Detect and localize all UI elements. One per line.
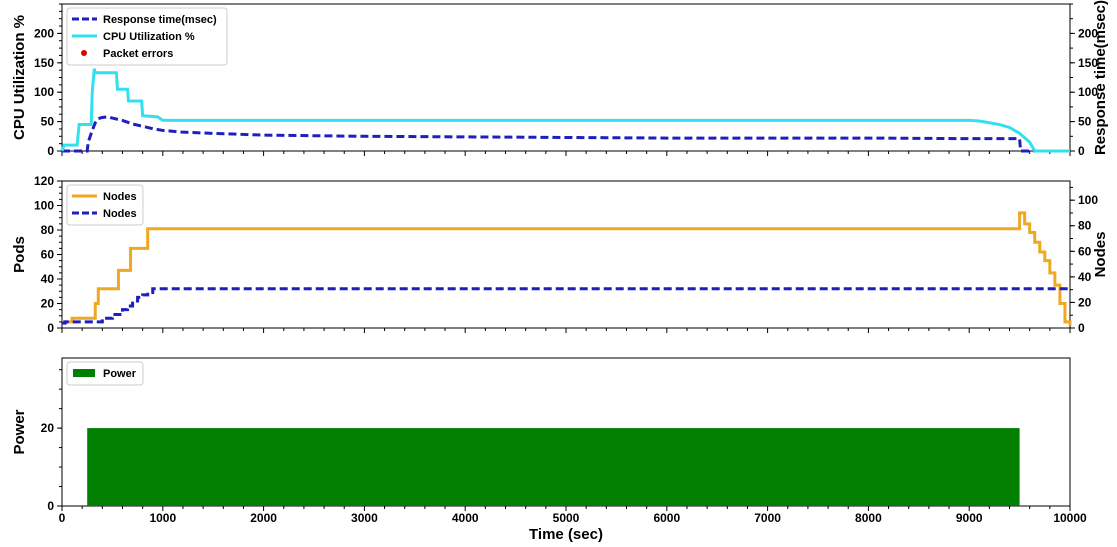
legend-label: CPU Utilization % — [103, 31, 195, 43]
x-axis-label: Time (sec) — [529, 526, 603, 543]
y-tick-label: 20 — [41, 297, 55, 311]
y-axis-label: Pods — [11, 236, 28, 273]
y-tick-label: 120 — [34, 174, 54, 188]
x-tick-label: 10000 — [1053, 511, 1087, 525]
x-tick-label: 1000 — [149, 511, 176, 525]
y-right-tick-label: 40 — [1078, 270, 1092, 284]
x-tick-label: 6000 — [653, 511, 680, 525]
plot-frame — [61, 180, 1071, 329]
x-tick-label: 9000 — [956, 511, 983, 525]
x-tick-label: 5000 — [553, 511, 580, 525]
y-right-tick-label: 100 — [1078, 85, 1098, 99]
y-right-tick-label: 80 — [1078, 219, 1092, 233]
y-right-tick-label: 100 — [1078, 193, 1098, 207]
y-right-tick-label: 20 — [1078, 295, 1092, 309]
x-tick-label: 8000 — [855, 511, 882, 525]
legend-box — [66, 361, 144, 386]
y-tick-label: 100 — [34, 199, 54, 213]
y-tick-label: 200 — [34, 26, 54, 40]
y-tick-label: 80 — [41, 223, 55, 237]
y-tick-label: 0 — [47, 321, 54, 335]
legend: Response time(msec) CPU Utilization % Pack… — [66, 7, 228, 66]
y-right-axis-label: Response time(msec) — [1092, 0, 1109, 155]
chart-panel-2: 020406080100120Pods020406080100NodesNode… — [11, 174, 1109, 335]
y-tick-label: 50 — [41, 115, 55, 129]
nodes-line — [62, 211, 1072, 326]
x-tick-label: 2000 — [250, 511, 277, 525]
y-tick-label: 40 — [41, 272, 55, 286]
cpu-utilization-line — [60, 68, 1070, 153]
y-tick-label: 20 — [41, 421, 55, 435]
legend-label: Nodes — [103, 208, 137, 220]
chart-panel-1: 0 50 100 150 200 CPU Utilization % 0 50 100 150 20… — [11, 0, 1109, 158]
y-tick-label: 60 — [41, 248, 55, 262]
legend: Power — [66, 361, 144, 386]
legend-swatch — [81, 50, 87, 56]
y-tick-label: 0 — [47, 144, 54, 158]
response-time-msec-line — [62, 115, 1070, 153]
legend-swatch — [73, 369, 95, 377]
y-tick-label: 0 — [47, 499, 54, 513]
y-tick-label: 150 — [34, 56, 54, 70]
nodes-line — [62, 287, 1070, 325]
y-right-axis-label: Nodes — [1092, 232, 1109, 278]
legend: Nodes Nodes — [66, 184, 144, 226]
power-bar — [87, 428, 1020, 506]
y-axis-label: CPU Utilization % — [11, 15, 28, 140]
x-tick-label: 3000 — [351, 511, 378, 525]
x-tick-label: 7000 — [754, 511, 781, 525]
x-tick-label: 4000 — [452, 511, 479, 525]
legend-label: Response time(msec) — [103, 14, 217, 26]
legend-label: Power — [103, 368, 137, 380]
legend-label: Packet errors — [103, 48, 173, 60]
y-right-tick-label: 200 — [1078, 26, 1098, 40]
y-right-tick-label: 0 — [1078, 321, 1085, 335]
x-tick-label: 0 — [59, 511, 66, 525]
y-tick-label: 100 — [34, 85, 54, 99]
y-right-tick-label: 60 — [1078, 244, 1092, 258]
y-right-tick-label: 150 — [1078, 56, 1098, 70]
y-axis-label: Power — [11, 409, 28, 454]
legend-label: Nodes — [103, 191, 137, 203]
y-right-tick-label: 0 — [1078, 144, 1085, 158]
legend-box — [66, 7, 228, 66]
chart-panel-3: 0 1000 2000 3000 4000 5000 6000 7000 8000 9000 100… — [11, 357, 1087, 543]
y-right-tick-label: 50 — [1078, 115, 1092, 129]
